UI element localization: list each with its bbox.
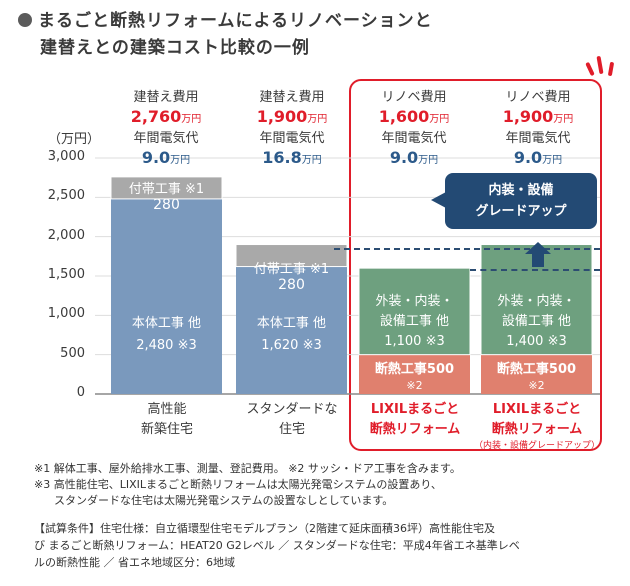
column-header-0: 建替え費用 2,760万円 年間電気代 9.0万円 bbox=[130, 90, 202, 167]
category-label-2: LIXILまるごと 断熱リフォーム bbox=[369, 402, 461, 437]
upgrade-callout: 内装・設備 グレードアップ bbox=[445, 173, 597, 229]
column-header-1: 建替え費用 1,900万円 年間電気代 16.8万円 bbox=[256, 90, 328, 167]
category-label-3: LIXILまるごと 断熱リフォーム bbox=[491, 402, 583, 437]
up-arrow-icon bbox=[525, 242, 551, 254]
column-header-3: リノベ費用 1,900万円 年間電気代 9.0万円 bbox=[502, 90, 574, 167]
y-tick-label: 1,500 bbox=[47, 267, 85, 282]
segment-label-c3-ins: 断熱工事500 ※2 bbox=[496, 362, 577, 392]
bar-segment-2-2 bbox=[359, 354, 470, 394]
bar-segment-2-3 bbox=[358, 267, 471, 356]
segment-label-c1-extra: 付帯工事 ※1 280 bbox=[253, 262, 330, 293]
bar-segment-3-2 bbox=[481, 354, 592, 394]
segment-label-c0-extra: 付帯工事 ※1 280 bbox=[128, 182, 205, 213]
y-tick-label: 1,000 bbox=[47, 306, 85, 322]
reference-line-1900 bbox=[334, 248, 600, 250]
y-axis-label: （万円） bbox=[48, 132, 101, 147]
callout-pointer bbox=[431, 192, 446, 208]
bar-segment-1-1 bbox=[235, 244, 348, 268]
y-tick-label: 3,000 bbox=[47, 149, 85, 164]
bar-segment-0-1 bbox=[110, 176, 223, 200]
bar-segment-1-0 bbox=[236, 266, 347, 394]
bullet-icon bbox=[18, 13, 32, 27]
highlight-frame bbox=[349, 79, 602, 451]
category-label-1: スタンダードな 住宅 bbox=[246, 402, 338, 437]
segment-label-c2-main: 外装・内装・ 設備工事 他 1,100 ※3 bbox=[375, 294, 454, 349]
y-tick-label: 0 bbox=[76, 385, 85, 400]
y-tick-label: 2,000 bbox=[47, 227, 85, 243]
segment-label-c3-main: 外装・内装・ 設備工事 他 1,400 ※3 bbox=[497, 294, 576, 349]
reference-line-1600 bbox=[470, 269, 600, 271]
footnotes: ※1 解体工事、屋外給排水工事、測量、登記費用。 ※2 サッシ・ドア工事を含みま… bbox=[34, 462, 461, 507]
column-header-2: リノベ費用 1,600万円 年間電気代 9.0万円 bbox=[378, 90, 450, 167]
up-arrow-stem bbox=[532, 253, 544, 267]
segment-label-c0-main: 本体工事 他 2,480 ※3 bbox=[131, 316, 202, 353]
y-tick-label: 500 bbox=[60, 345, 85, 361]
chart-title: まるごと断熱リフォームによるリノベーションと 建替えとの建築コスト比較の一例 bbox=[18, 8, 433, 62]
category-label-0: 高性能 新築住宅 bbox=[140, 402, 193, 437]
segment-label-c2-ins: 断熱工事500 ※2 bbox=[374, 362, 455, 392]
segment-label-c1-main: 本体工事 他 1,620 ※3 bbox=[256, 316, 327, 353]
calculation-conditions: 【試算条件】住宅仕様：自立循環型住宅モデルプラン（2階建て延床面積36坪）高性能… bbox=[34, 522, 520, 569]
bar-segment-0-0 bbox=[111, 198, 222, 394]
y-tick-label: 2,500 bbox=[47, 188, 85, 204]
category-sub-label-3: （内装・設備グレードアップ） bbox=[473, 441, 600, 451]
